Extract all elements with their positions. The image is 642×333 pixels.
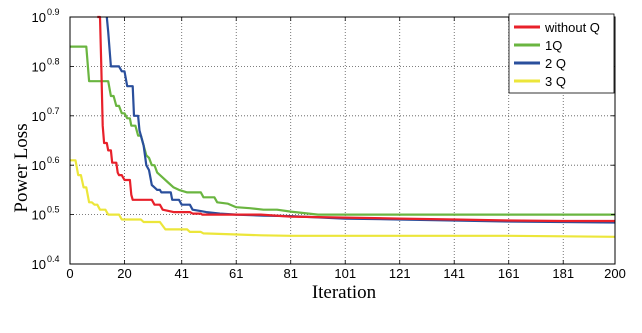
y-tick-exponent: 0.5 (47, 205, 60, 215)
y-tick-exponent: 0.9 (47, 7, 60, 17)
y-tick-base: 10 (32, 257, 46, 272)
x-tick-label: 200 (604, 266, 626, 281)
x-tick-label: 121 (389, 266, 411, 281)
y-tick-label: 10 0.7 (32, 106, 60, 124)
x-axis-ticks: 0 20 41 61 81 101 121 141 161 181 200 (66, 17, 626, 281)
grid-lines (70, 17, 615, 264)
y-tick-base: 10 (32, 208, 46, 223)
y-axis-label: Power Loss (11, 123, 32, 212)
x-tick-label: 141 (443, 266, 465, 281)
legend-entry: 1Q (545, 38, 562, 53)
legend-entry: without Q (544, 20, 600, 35)
y-tick-label: 10 0.6 (32, 155, 60, 173)
y-tick-base: 10 (32, 10, 46, 25)
plot-frame (69, 16, 616, 265)
x-tick-label: 161 (498, 266, 520, 281)
x-tick-label: 181 (552, 266, 574, 281)
y-tick-label: 10 0.8 (32, 56, 60, 74)
y-tick-base: 10 (32, 158, 46, 173)
x-tick-label: 61 (229, 266, 243, 281)
y-tick-exponent: 0.7 (47, 106, 60, 116)
series-line-1q (70, 45, 615, 216)
x-tick-label: 20 (117, 266, 131, 281)
y-tick-exponent: 0.4 (47, 254, 60, 264)
x-tick-label: 81 (283, 266, 297, 281)
y-tick-label: 10 0.4 (32, 254, 60, 272)
series-layer (70, 15, 616, 238)
x-tick-label: 0 (66, 266, 73, 281)
y-tick-exponent: 0.6 (47, 155, 60, 165)
y-axis-ticks: 10 0.410 0.510 0.610 0.710 0.810 0.9 (32, 7, 615, 272)
y-tick-label: 10 0.9 (32, 7, 60, 25)
y-tick-label: 10 0.5 (32, 205, 60, 223)
x-axis-label: Iteration (312, 282, 377, 303)
y-tick-exponent: 0.8 (47, 56, 60, 66)
legend: without Q 1Q 2 Q 3 Q (508, 13, 615, 94)
legend-entry: 2 Q (545, 56, 566, 71)
x-tick-label: 101 (334, 266, 356, 281)
y-tick-base: 10 (32, 59, 46, 74)
series-line-without-q (97, 15, 615, 223)
legend-entry: 3 Q (545, 74, 566, 89)
series-line-3-q (70, 159, 616, 238)
x-tick-label: 41 (174, 266, 188, 281)
y-tick-base: 10 (32, 109, 46, 124)
